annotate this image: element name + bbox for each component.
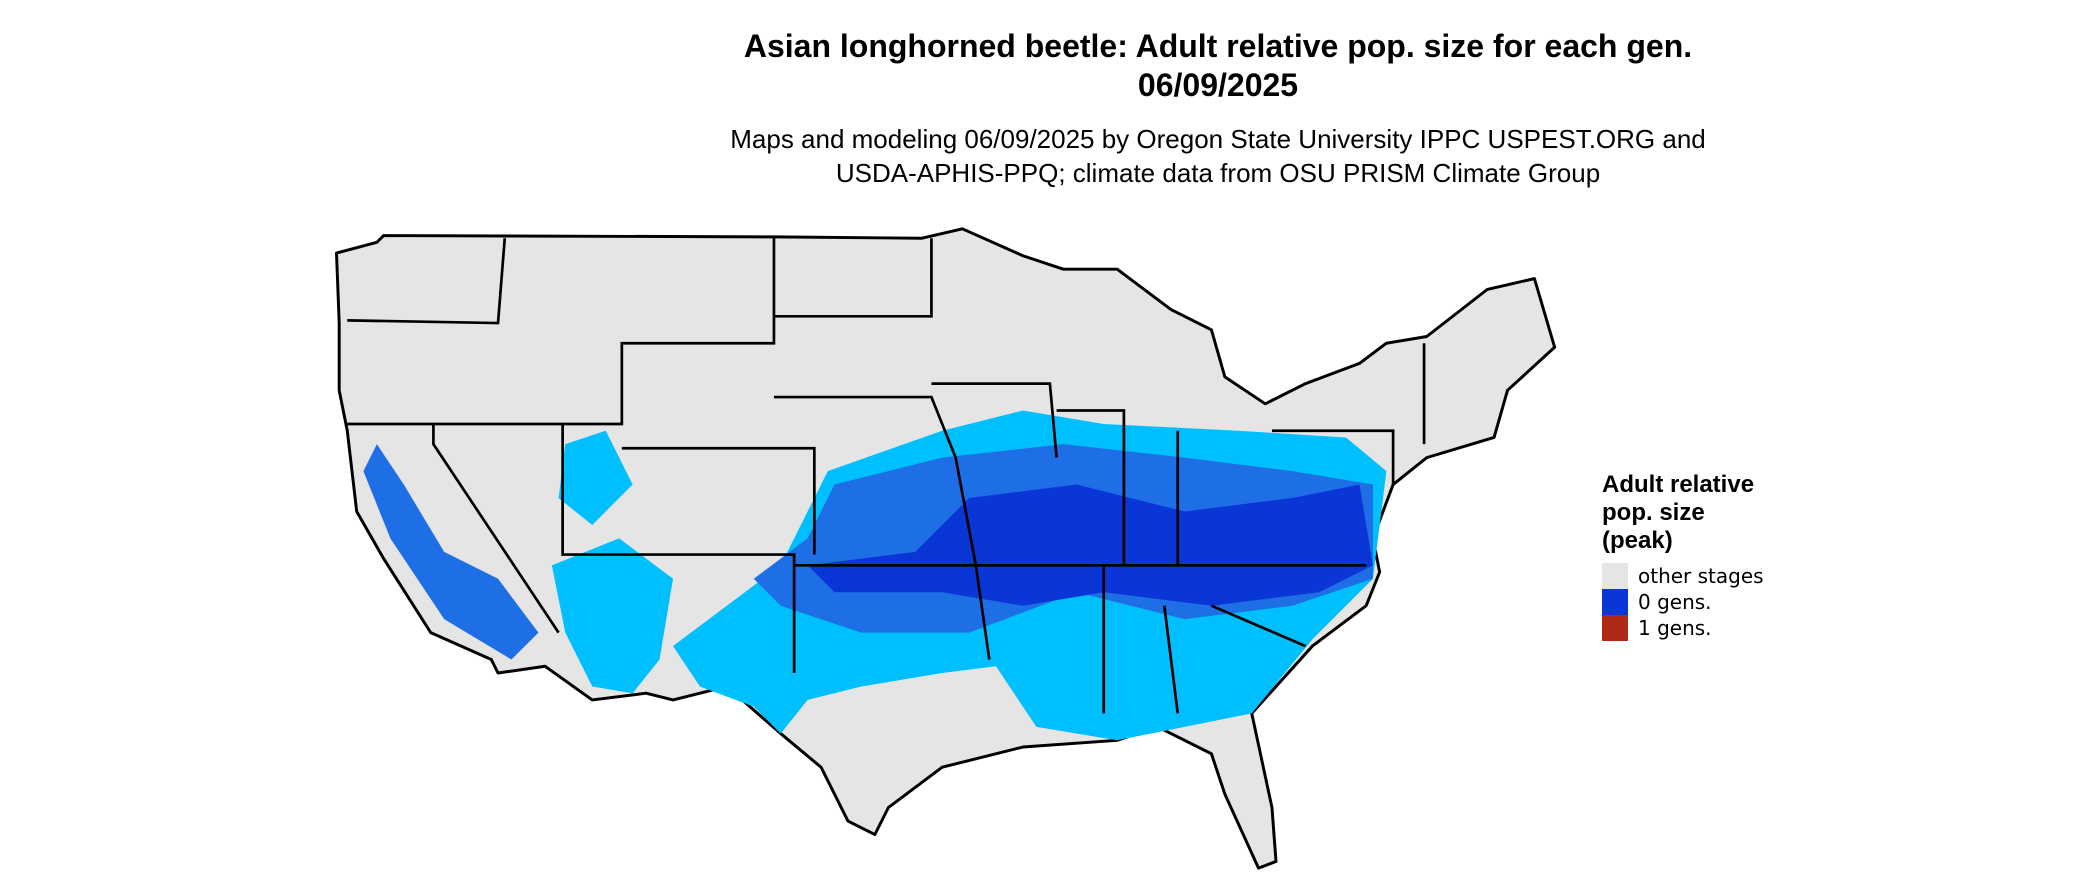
legend-label: other stages bbox=[1638, 564, 1764, 588]
subtitle: USDA-APHIS-PPQ; climate data from OSU PR… bbox=[836, 158, 1600, 188]
subtitle: Maps and modeling 06/09/2025 by Oregon S… bbox=[730, 124, 1706, 154]
region-west bbox=[363, 444, 539, 660]
legend-label: 0 gens. bbox=[1638, 590, 1712, 614]
legend-swatch bbox=[1602, 615, 1628, 641]
region-dark bbox=[807, 484, 1373, 606]
region-nevada bbox=[558, 430, 633, 525]
legend-swatch bbox=[1602, 589, 1628, 615]
title: Asian longhorned beetle: Adult relative … bbox=[744, 28, 1692, 64]
map bbox=[335, 227, 1557, 870]
legend-title: Adult relative bbox=[1602, 471, 1754, 498]
legend-label: 1 gens. bbox=[1638, 616, 1712, 640]
legend-title: (peak) bbox=[1602, 527, 1673, 554]
legend-title: pop. size bbox=[1602, 499, 1705, 526]
state-borders bbox=[347, 236, 1426, 714]
title: 06/09/2025 bbox=[1138, 67, 1298, 103]
region-southwest bbox=[551, 538, 673, 694]
legend-swatch bbox=[1602, 563, 1628, 589]
